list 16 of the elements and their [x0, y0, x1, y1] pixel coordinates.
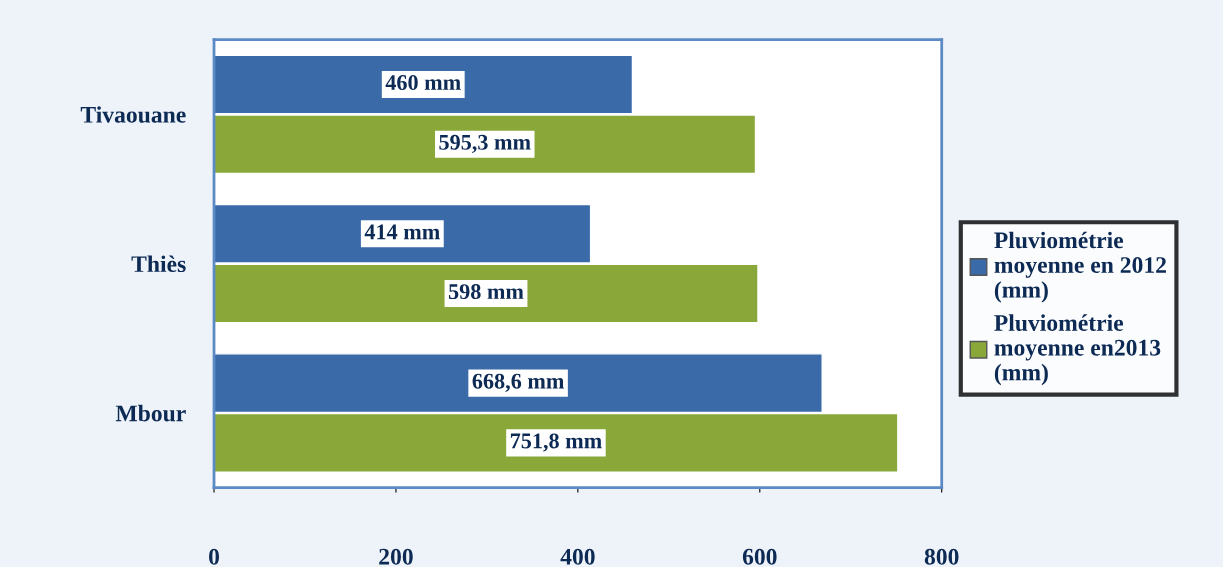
data-label: 598 mm [448, 284, 524, 300]
x-tick-label: 600 [742, 548, 777, 565]
x-tick-label: 400 [560, 548, 595, 565]
legend-label: Pluviométrie moyenne en 2012 (mm) [994, 231, 1166, 303]
legend-label: Pluviométrie moyenne en2013 (mm) [994, 314, 1161, 386]
x-tick-label: 800 [924, 548, 959, 565]
data-label: 595,3 mm [439, 134, 531, 153]
y-tick-label: Mbour [115, 404, 186, 422]
y-tick-label: Thiès [131, 255, 186, 273]
data-label: 668,6 mm [472, 373, 565, 392]
data-label: 460 mm [385, 75, 461, 91]
x-tick-label: 200 [379, 548, 413, 565]
data-label: 751,8 mm [510, 433, 602, 452]
x-tick-label: 0 [209, 548, 220, 565]
y-tick-label: Tivaouane [80, 106, 186, 123]
data-label: 414 mm [364, 224, 440, 240]
